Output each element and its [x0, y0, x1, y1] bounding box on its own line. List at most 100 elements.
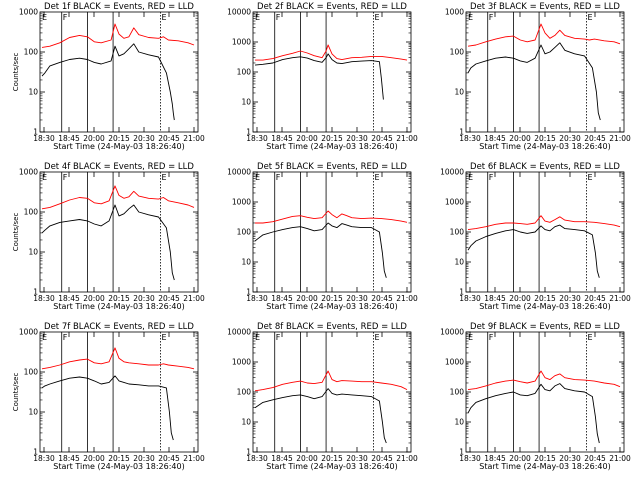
plot-frame	[465, 11, 625, 133]
series-black-events	[41, 375, 174, 441]
y-tick-label: 1000	[232, 38, 251, 47]
x-tick-label: 20:45	[371, 134, 393, 143]
series-red-lld	[255, 44, 408, 61]
panel-title: Det 6f BLACK = Events, RED = LLD	[470, 162, 620, 172]
interval-flag: F	[489, 333, 494, 342]
x-axis-label: Start Time (24-May-03 18:26:40)	[266, 462, 397, 471]
y-tick-label: 1000	[19, 328, 38, 337]
interval-flag: F	[63, 333, 68, 342]
series-red-lld	[255, 210, 408, 224]
y-axis-label: Counts/sec	[12, 373, 20, 412]
y-tick-label: 100	[450, 48, 465, 57]
series-red-lld	[41, 347, 195, 370]
plot-frame	[465, 331, 625, 453]
x-tick-label: 20:15	[108, 134, 130, 143]
y-tick-label: 1	[246, 448, 251, 457]
y-tick-label: 10	[28, 88, 38, 97]
panel-title: Det 2f BLACK = Events, RED = LLD	[257, 2, 407, 12]
interval-flag: E	[587, 333, 592, 342]
y-tick-label: 100	[237, 228, 252, 237]
y-tick-label: 1000	[19, 8, 38, 17]
x-tick-label: 20:00	[296, 294, 318, 303]
x-tick-label: 18:45	[58, 454, 80, 463]
y-tick-label: 1000	[19, 168, 38, 177]
interval-flag: E	[468, 173, 473, 182]
x-tick-label: 18:30	[246, 134, 268, 143]
series-red-lld	[467, 370, 621, 391]
y-tick-label: 1	[33, 128, 38, 137]
x-axis-label: Start Time (24-May-03 18:26:40)	[53, 142, 184, 151]
x-tick-label: 18:45	[484, 454, 506, 463]
plot-frame	[465, 171, 625, 293]
series-black-events	[467, 224, 600, 278]
plot-frame	[39, 11, 199, 133]
x-tick-label: 21:00	[609, 454, 631, 463]
y-axis-label: Counts/sec	[12, 213, 20, 252]
y-tick-label: 1	[459, 128, 464, 137]
x-axis-label: Start Time (24-May-03 18:26:40)	[479, 462, 610, 471]
x-tick-label: 20:15	[534, 134, 556, 143]
x-tick-label: 20:45	[158, 134, 180, 143]
interval-flag: E	[161, 333, 166, 342]
y-tick-label: 1000	[232, 198, 251, 207]
y-tick-label: 10	[241, 258, 251, 267]
x-tick-label: 20:30	[559, 134, 581, 143]
series-black-events	[254, 222, 387, 278]
x-tick-label: 21:00	[183, 454, 205, 463]
x-tick-label: 20:00	[296, 134, 318, 143]
interval-flag: F	[276, 333, 281, 342]
interval-flag: F	[276, 13, 281, 22]
interval-flag: E	[587, 13, 592, 22]
y-tick-label: 10000	[227, 168, 251, 177]
plot-frame	[39, 171, 199, 293]
x-tick-label: 20:15	[321, 294, 343, 303]
x-tick-label: 18:30	[459, 134, 481, 143]
interval-flag: F	[63, 173, 68, 182]
interval-flag: E	[374, 13, 379, 22]
x-tick-label: 20:00	[509, 294, 531, 303]
x-tick-label: 21:00	[396, 134, 418, 143]
panel-title: Det 8f BLACK = Events, RED = LLD	[257, 322, 407, 332]
x-tick-label: 21:00	[183, 294, 205, 303]
y-tick-label: 1	[33, 288, 38, 297]
interval-flag: F	[63, 13, 68, 22]
y-tick-label: 100	[237, 388, 252, 397]
y-tick-label: 100	[237, 68, 252, 77]
y-tick-label: 10000	[227, 328, 251, 337]
y-tick-label: 10	[241, 418, 251, 427]
interval-flag: E	[374, 333, 379, 342]
x-tick-label: 21:00	[396, 294, 418, 303]
x-tick-label: 18:45	[271, 134, 293, 143]
x-tick-label: 20:00	[83, 294, 105, 303]
y-tick-label: 10	[28, 408, 38, 417]
x-axis-label: Start Time (24-May-03 18:26:40)	[53, 462, 184, 471]
series-red-lld	[467, 215, 621, 231]
series-red-lld	[41, 185, 195, 210]
y-tick-label: 1	[459, 448, 464, 457]
series-black-events	[467, 383, 600, 444]
y-tick-label: 10	[454, 88, 464, 97]
y-tick-label: 1000	[445, 358, 464, 367]
interval-flag: E	[468, 13, 473, 22]
x-tick-label: 18:30	[33, 454, 55, 463]
x-tick-label: 21:00	[609, 134, 631, 143]
panel-title: Det 7f BLACK = Events, RED = LLD	[44, 322, 194, 332]
panel-title: Det 3f BLACK = Events, RED = LLD	[470, 2, 620, 12]
interval-flag: F	[276, 173, 281, 182]
interval-flag: E	[42, 13, 47, 22]
interval-flag: F	[489, 173, 494, 182]
panel-title: Det 5f BLACK = Events, RED = LLD	[257, 162, 407, 172]
interval-flag: E	[42, 173, 47, 182]
y-tick-label: 10000	[227, 8, 251, 17]
series-red-lld	[467, 23, 621, 47]
interval-flag: E	[255, 13, 260, 22]
x-tick-label: 20:30	[346, 454, 368, 463]
plot-frame	[252, 11, 412, 133]
x-axis-label: Start Time (24-May-03 18:26:40)	[479, 142, 610, 151]
interval-flag: E	[255, 173, 260, 182]
